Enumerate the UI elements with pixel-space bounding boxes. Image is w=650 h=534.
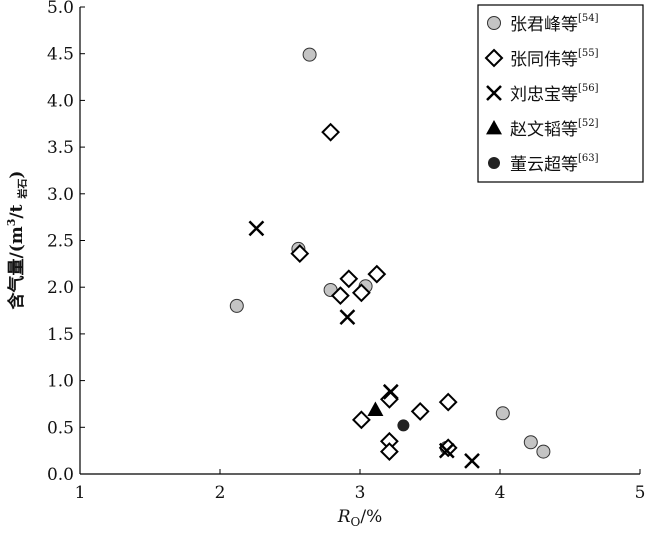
y-tick-label: 0.0: [47, 465, 74, 485]
x-label-sub: O: [351, 515, 361, 529]
y-label-sup: 3: [5, 219, 18, 227]
x-axis-label: RO/%: [337, 507, 383, 529]
y-label-mid: /t: [7, 199, 27, 219]
point: [379, 442, 399, 461]
legend-citation: [52]: [578, 118, 599, 129]
y-tick-label: 4.5: [47, 45, 74, 65]
y-label-main: 含气量/(m: [6, 226, 27, 309]
point: [367, 401, 384, 416]
point: [536, 444, 551, 459]
legend-name: 刘忠宝等: [510, 85, 578, 105]
legend-label: 赵文韬等[52]: [510, 118, 599, 140]
point: [351, 283, 371, 303]
legend-citation: [54]: [578, 13, 599, 24]
legend-name: 张同伟等: [510, 50, 578, 70]
legend-citation: [63]: [578, 153, 599, 164]
x-tick-label: 5: [635, 483, 646, 503]
y-tick-label: 1.5: [47, 325, 74, 345]
x-tick-label: 3: [355, 483, 366, 503]
legend-label: 董云超等[63]: [510, 153, 599, 175]
x-tick-label: 2: [215, 483, 226, 503]
y-tick-label: 3.5: [47, 138, 74, 158]
point: [339, 309, 356, 325]
y-label-end: ): [7, 171, 27, 179]
legend-label: 刘忠宝等[56]: [510, 83, 599, 105]
legend-label: 张君峰等[54]: [510, 13, 599, 35]
legend-name: 董云超等: [510, 155, 578, 175]
y-tick-label: 1.0: [47, 372, 74, 392]
x-label-main: R: [337, 507, 351, 527]
legend-name: 赵文韬等: [510, 120, 578, 140]
point: [290, 244, 310, 263]
point: [523, 435, 538, 450]
x-tick-label: 4: [495, 483, 506, 503]
point: [302, 47, 317, 62]
legend-marker: [488, 157, 500, 169]
legend-marker: [487, 16, 501, 30]
y-tick-label: 5.0: [47, 0, 74, 18]
y-tick-label: 2.0: [47, 278, 74, 298]
point: [397, 419, 410, 432]
point: [229, 298, 244, 313]
legend-label: 张同伟等[55]: [510, 48, 599, 70]
y-label-sub: 岩石: [16, 179, 29, 200]
point: [438, 392, 458, 412]
legend-name: 张君峰等: [510, 15, 578, 35]
point: [495, 406, 510, 421]
point: [330, 286, 350, 306]
point: [339, 269, 359, 289]
legend-citation: [55]: [578, 48, 599, 59]
x-label-end: /%: [360, 507, 382, 527]
legend-marker: [486, 85, 502, 101]
x-tick-label: 1: [75, 483, 86, 503]
y-tick-label: 3.0: [47, 185, 74, 205]
point: [321, 122, 341, 142]
point: [410, 402, 430, 421]
point: [351, 410, 371, 430]
point: [464, 453, 480, 469]
y-tick-label: 0.5: [47, 418, 74, 438]
legend-box: [477, 4, 644, 183]
legend-citation: [56]: [578, 83, 599, 94]
legend-marker: [486, 120, 502, 135]
y-axis-label: 含气量/(m3/t 岩石): [5, 171, 29, 310]
legend-marker: [484, 48, 504, 68]
point: [438, 442, 455, 459]
point: [248, 220, 265, 237]
point: [367, 264, 387, 284]
point: [382, 383, 399, 400]
y-tick-label: 4.0: [47, 91, 74, 111]
y-tick-label: 2.5: [47, 232, 74, 252]
